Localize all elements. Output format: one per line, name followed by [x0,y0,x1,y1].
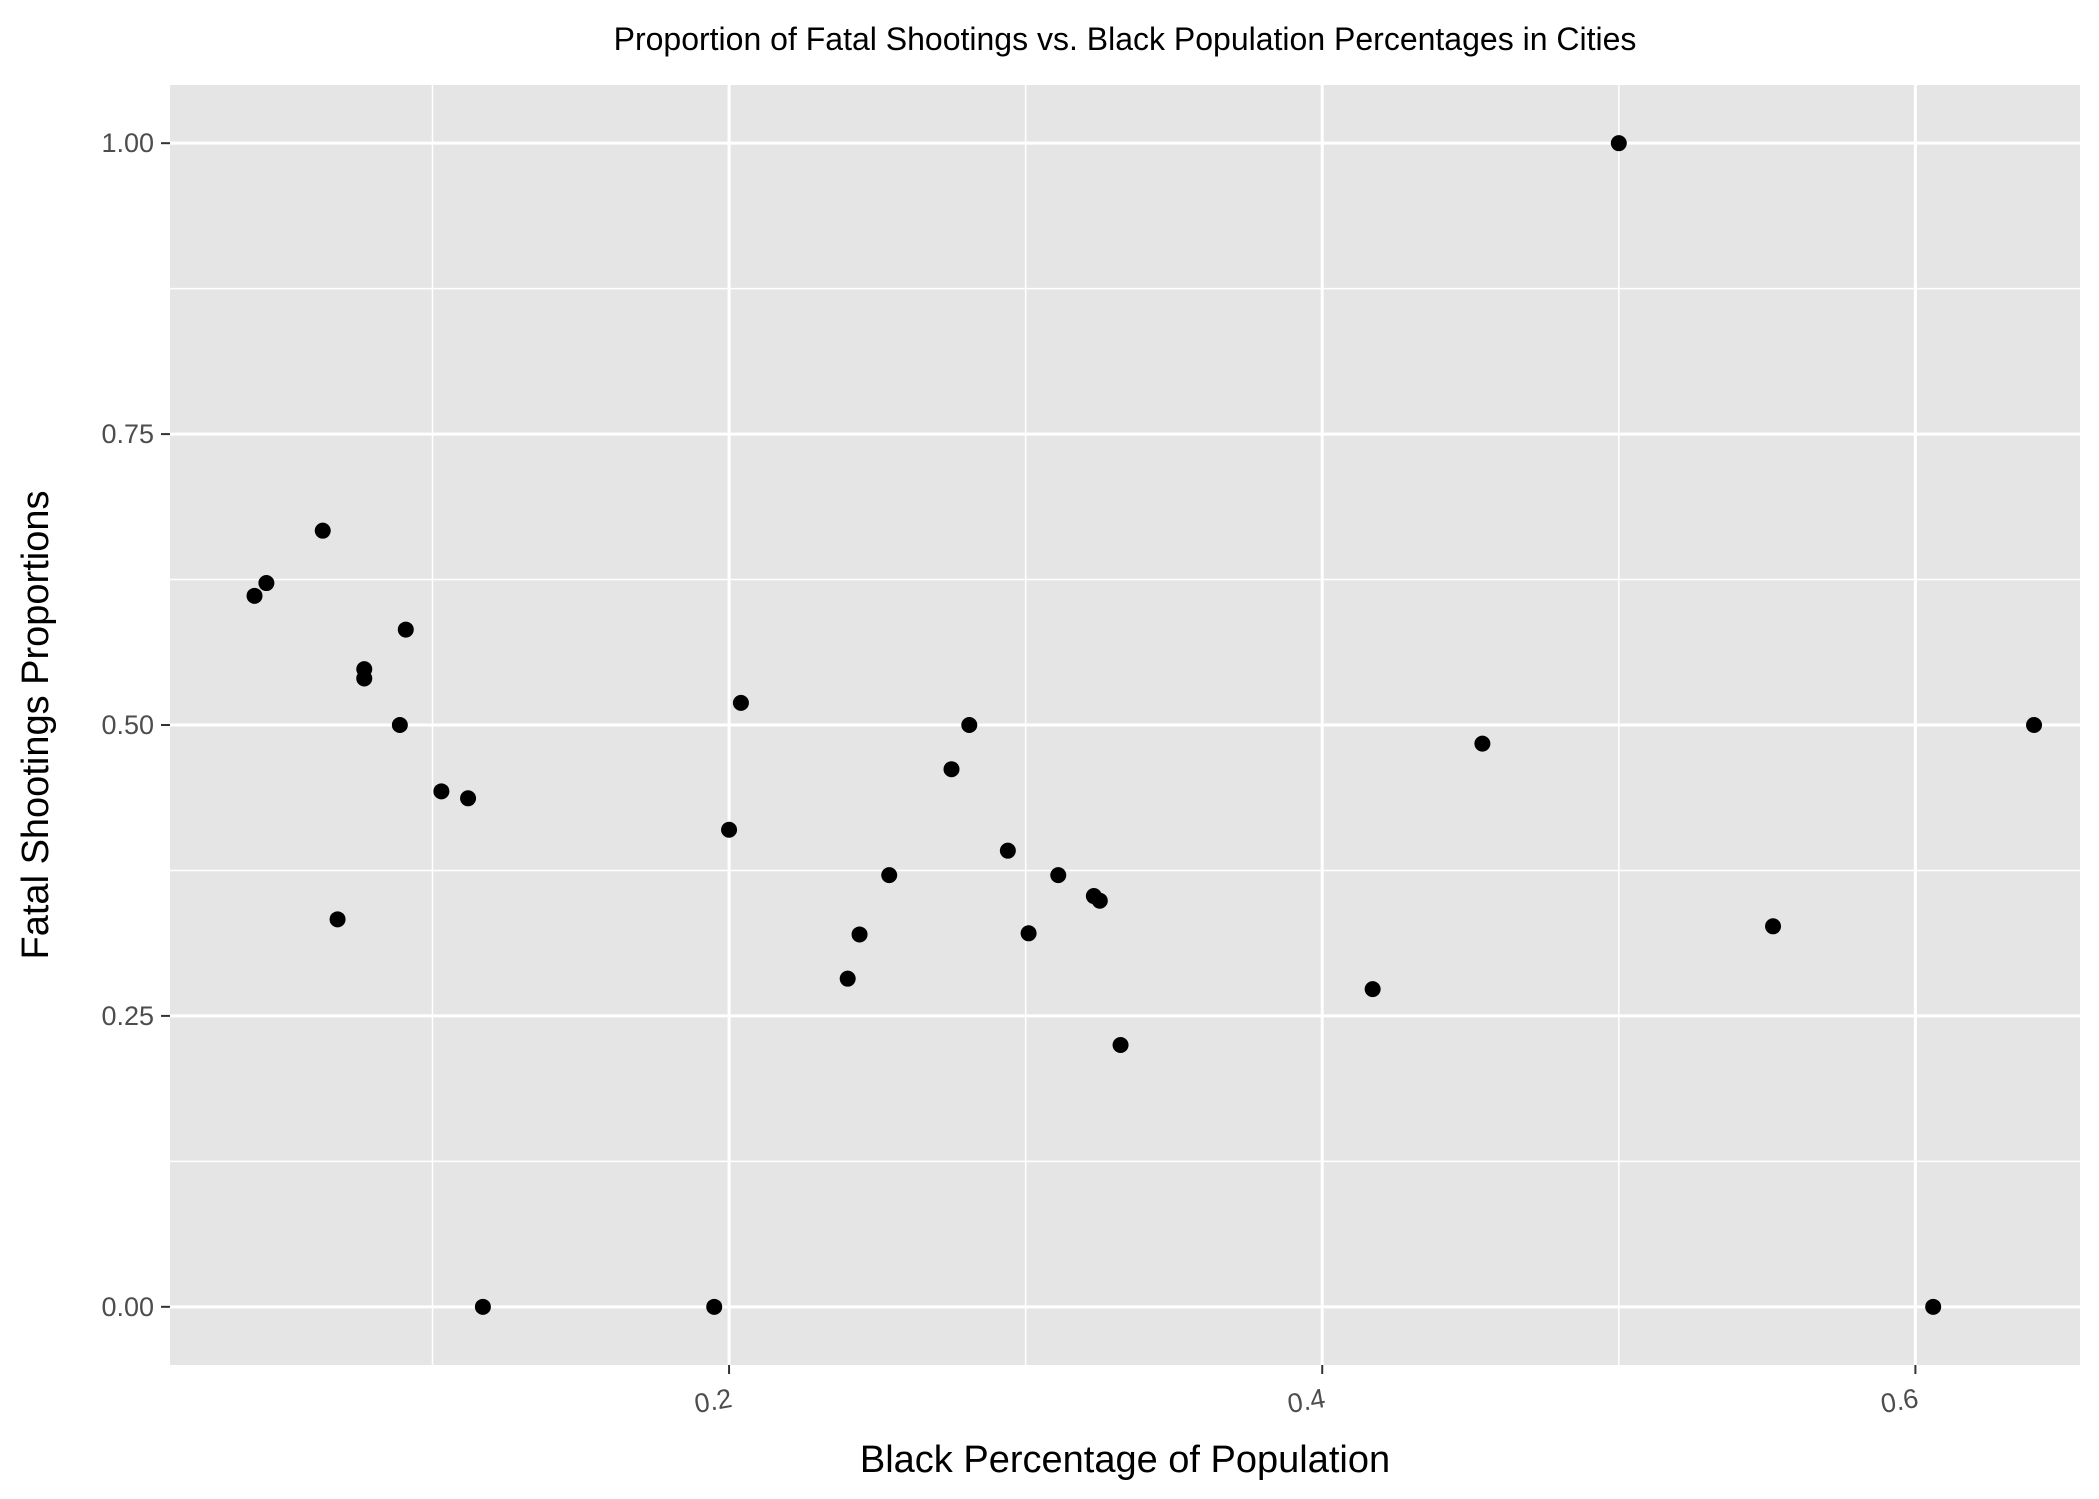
data-point [397,621,414,638]
x-tick-label: 0.6 [1878,1383,1920,1419]
y-tick-label: 0.00 [101,1292,154,1322]
data-point [329,911,346,928]
data-point [839,970,856,987]
y-tick-label: 0.50 [101,710,154,740]
x-tick-label: 0.2 [692,1383,734,1419]
x-axis-title: Black Percentage of Population [860,1439,1390,1481]
data-point [314,522,331,539]
data-point [474,1298,491,1315]
data-point [943,761,960,778]
x-tick-label: 0.4 [1285,1383,1327,1419]
data-point [356,670,373,687]
data-point [851,926,868,943]
data-point [721,821,738,838]
y-tick-label: 0.25 [101,1001,154,1031]
data-point [258,575,275,592]
data-point [2026,717,2043,733]
data-point [391,717,408,733]
data-point [433,783,450,800]
data-points [246,135,2043,1315]
data-point [1610,135,1627,152]
data-point [1020,925,1037,942]
data-point [1091,892,1108,909]
data-point [706,1298,723,1315]
y-tick-label: 1.00 [101,128,154,158]
data-point [1364,981,1381,998]
y-axis-title: Fatal Shootings Proportions [15,491,57,960]
data-point [961,717,978,733]
y-axis: 0.00 0.25 0.50 0.75 1.00 [101,128,170,1322]
data-point [1925,1298,1942,1315]
data-point [881,867,898,884]
y-tick-label: 0.75 [101,419,154,449]
data-point [1765,918,1782,935]
chart-title: Proportion of Fatal Shootings vs. Black … [614,21,1637,57]
data-point [732,694,749,711]
data-point [1474,735,1491,752]
data-point [246,587,263,604]
x-axis: 0.2 0.4 0.6 [692,1365,1921,1419]
data-point [1112,1037,1129,1053]
data-point [460,790,477,807]
data-point [1050,867,1067,884]
data-point [999,842,1016,859]
